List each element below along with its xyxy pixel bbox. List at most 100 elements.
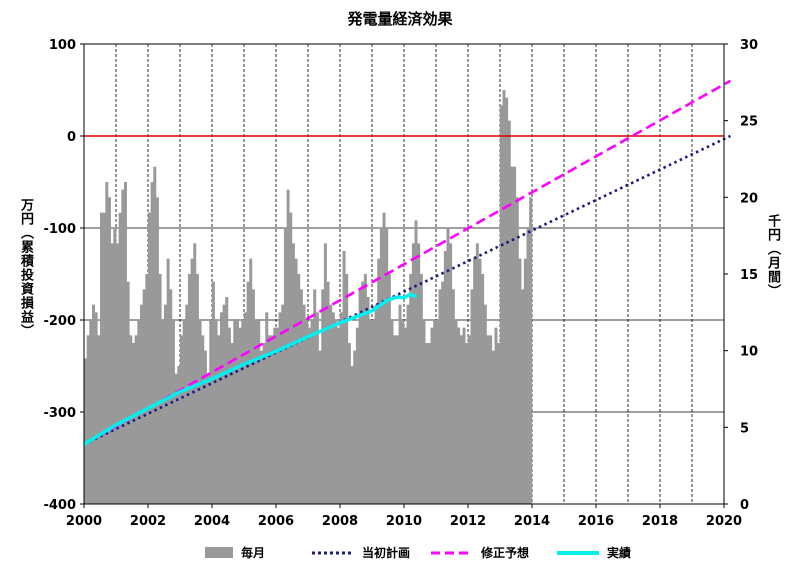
monthly-bar bbox=[283, 228, 287, 504]
monthly-bar bbox=[411, 243, 415, 505]
legend-label: 修正予想 bbox=[481, 546, 530, 560]
monthly-bar bbox=[297, 274, 301, 504]
x-tick-label: 2002 bbox=[130, 514, 166, 529]
monthly-bar bbox=[393, 335, 397, 504]
right-tick-label: 30 bbox=[740, 38, 758, 53]
monthly-bar bbox=[102, 212, 106, 504]
left-tick-label: 0 bbox=[67, 130, 76, 145]
monthly-bar bbox=[419, 274, 423, 504]
monthly-bar bbox=[278, 312, 282, 504]
monthly-bar bbox=[121, 189, 125, 504]
monthly-bar bbox=[518, 258, 522, 504]
monthly-bar bbox=[361, 281, 365, 504]
monthly-bar bbox=[417, 243, 421, 505]
legend-label: 当初計画 bbox=[362, 546, 411, 560]
legend-swatch-dotted bbox=[312, 551, 354, 554]
monthly-bar bbox=[166, 258, 170, 504]
monthly-bar bbox=[84, 358, 87, 504]
monthly-bar bbox=[363, 274, 367, 504]
monthly-bar bbox=[259, 350, 263, 504]
monthly-bar bbox=[243, 312, 247, 504]
monthly-bar bbox=[291, 243, 295, 505]
monthly-bar bbox=[147, 212, 151, 504]
legend-label: 毎月 bbox=[241, 546, 266, 560]
legend-swatch-dashed bbox=[431, 551, 473, 554]
legend-item-monthly: 毎月 bbox=[205, 544, 265, 561]
monthly-bar bbox=[467, 335, 471, 504]
monthly-bar bbox=[267, 335, 271, 504]
monthly-bar bbox=[241, 320, 245, 504]
monthly-bar bbox=[211, 281, 215, 504]
monthly-bar bbox=[433, 320, 437, 504]
monthly-bar bbox=[246, 281, 250, 504]
monthly-bar bbox=[502, 90, 506, 504]
monthly-bar bbox=[86, 335, 90, 504]
left-tick-label: -200 bbox=[43, 314, 76, 329]
monthly-bar bbox=[129, 335, 133, 504]
monthly-bar bbox=[179, 335, 183, 504]
legend-item-plan: 当初計画 bbox=[312, 544, 410, 561]
right-tick-label: 5 bbox=[740, 421, 749, 436]
monthly-bar bbox=[155, 197, 159, 505]
monthly-bar bbox=[158, 274, 162, 504]
monthly-bar bbox=[123, 182, 127, 504]
monthly-bar bbox=[326, 281, 330, 504]
monthly-bar bbox=[462, 327, 466, 504]
x-tick-label: 2006 bbox=[258, 514, 294, 529]
monthly-bar bbox=[251, 289, 255, 504]
monthly-bar bbox=[443, 251, 447, 504]
monthly-bar bbox=[203, 350, 207, 504]
monthly-bar bbox=[201, 335, 205, 504]
monthly-bar bbox=[177, 366, 181, 504]
monthly-bar bbox=[430, 327, 434, 504]
monthly-bar bbox=[483, 304, 487, 504]
monthly-bar bbox=[390, 320, 394, 504]
monthly-bar bbox=[510, 166, 514, 504]
monthly-bar bbox=[238, 327, 242, 504]
x-tick-label: 2000 bbox=[66, 514, 102, 529]
monthly-bar bbox=[305, 320, 309, 504]
monthly-bar bbox=[422, 320, 426, 504]
monthly-bar bbox=[505, 97, 509, 505]
monthly-bar bbox=[233, 320, 237, 504]
monthly-bar bbox=[230, 343, 234, 504]
monthly-bar bbox=[134, 335, 138, 504]
monthly-bar bbox=[118, 212, 122, 504]
monthly-bar bbox=[89, 320, 93, 504]
right-tick-label: 15 bbox=[740, 268, 758, 283]
monthly-bar bbox=[369, 320, 373, 504]
monthly-bar bbox=[281, 304, 285, 504]
monthly-bar bbox=[366, 297, 370, 504]
monthly-bar bbox=[150, 182, 154, 504]
monthly-bar bbox=[414, 220, 418, 505]
monthly-bar bbox=[235, 320, 239, 504]
monthly-bar bbox=[526, 228, 530, 504]
monthly-bar bbox=[217, 335, 221, 504]
x-tick-label: 2008 bbox=[322, 514, 358, 529]
monthly-bar bbox=[406, 304, 410, 504]
monthly-bar bbox=[107, 197, 111, 505]
monthly-bar bbox=[515, 197, 519, 505]
monthly-bar bbox=[497, 343, 501, 504]
monthly-bar bbox=[310, 320, 314, 504]
monthly-bar bbox=[499, 105, 503, 504]
series-lines-layer bbox=[83, 79, 732, 446]
monthly-bar bbox=[329, 304, 333, 504]
x-tick-label: 2014 bbox=[514, 514, 550, 529]
monthly-bar bbox=[473, 258, 477, 504]
monthly-bar bbox=[262, 343, 266, 504]
monthly-bar bbox=[529, 197, 533, 505]
monthly-bar bbox=[331, 312, 335, 504]
monthly-bar bbox=[491, 350, 495, 504]
chart-title: 発電量経済効果 bbox=[347, 10, 453, 28]
monthly-bar bbox=[289, 212, 293, 504]
right-axis-label: 千円（月間） bbox=[765, 214, 780, 298]
legend-swatch-bar bbox=[205, 547, 233, 558]
monthly-bar bbox=[481, 274, 485, 504]
monthly-bar bbox=[513, 166, 517, 504]
monthly-bar bbox=[489, 335, 493, 504]
monthly-bar bbox=[182, 320, 186, 504]
monthly-bar bbox=[206, 373, 210, 504]
monthly-bar bbox=[254, 320, 258, 504]
